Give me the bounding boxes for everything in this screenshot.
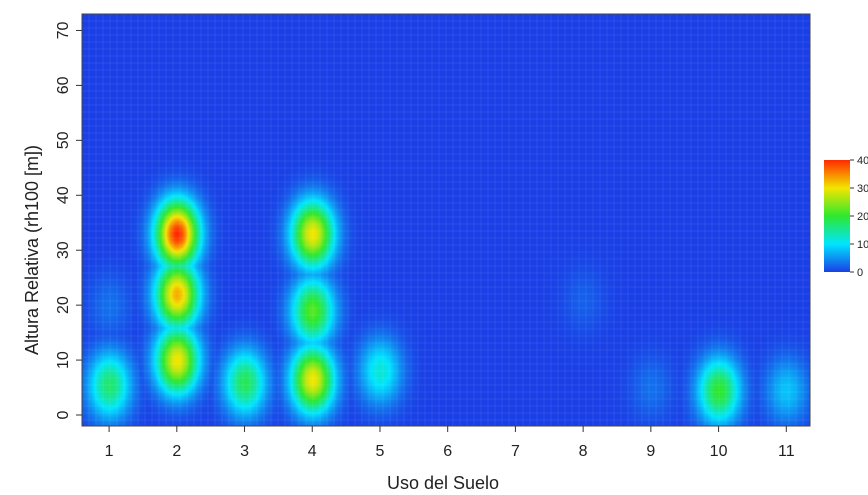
heatmap-surface: [82, 14, 810, 426]
x-tick-label: 2: [172, 443, 181, 460]
y-tick-label: 20: [55, 296, 72, 314]
x-tick-label: 8: [579, 443, 588, 460]
legend-tick-label: 0: [857, 267, 863, 279]
x-tick-label: 6: [443, 443, 452, 460]
y-axis-title: Altura Relativa (rh100 [m]): [22, 145, 42, 355]
x-tick-label: 4: [308, 443, 317, 460]
x-tick-label: 9: [646, 443, 655, 460]
y-tick-label: 70: [55, 21, 72, 39]
y-axis: 0 10 20 30 40 50 60 70: [55, 21, 82, 419]
x-tick-label: 7: [511, 443, 520, 460]
legend-color-bar: [824, 160, 850, 272]
plot-area: [81, 13, 811, 427]
x-axis-title: Uso del Suelo: [387, 473, 499, 493]
y-tick-label: 30: [55, 241, 72, 259]
y-tick-label: 50: [55, 131, 72, 149]
legend-tick-label: 10: [857, 239, 868, 251]
color-legend: 0 10 20 30 40: [824, 155, 868, 279]
x-tick-label: 5: [376, 443, 385, 460]
x-tick-label: 10: [710, 443, 728, 460]
x-tick-label: 11: [778, 443, 795, 460]
y-tick-label: 0: [55, 410, 72, 419]
x-tick-label: 1: [105, 443, 114, 460]
y-tick-label: 10: [55, 351, 72, 369]
y-tick-label: 60: [55, 76, 72, 94]
y-tick-label: 40: [55, 186, 72, 204]
x-axis: 1 2 3 4 5 6 7 8 9 10 11: [105, 426, 795, 460]
legend-tick-label: 20: [857, 211, 868, 223]
plot-border: [81, 13, 811, 427]
legend-tick-label: 40: [857, 155, 868, 167]
legend-tick-label: 30: [857, 183, 868, 195]
x-tick-label: 3: [240, 443, 249, 460]
grid-lines: [81, 13, 811, 426]
